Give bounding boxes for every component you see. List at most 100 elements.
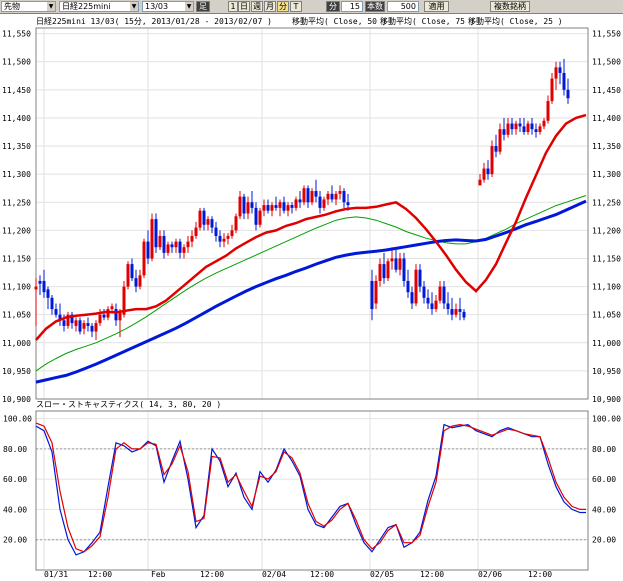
candle-body xyxy=(410,292,414,304)
y-tick-label-left: 11,050 xyxy=(2,311,31,320)
candle-body xyxy=(370,280,374,310)
y-tick-label-right: 11,550 xyxy=(592,30,621,39)
candle-body xyxy=(74,320,78,326)
stoch-y-tick-label-right: 80.00 xyxy=(592,445,616,454)
candle-body xyxy=(482,168,486,180)
candle-body xyxy=(542,120,546,127)
candle-body xyxy=(34,286,38,290)
y-tick-label-right: 10,950 xyxy=(592,367,621,376)
candle-body xyxy=(234,216,238,231)
candle-body xyxy=(262,205,266,211)
candle-body xyxy=(190,235,194,242)
candle-body xyxy=(554,67,558,79)
y-tick-label-left: 11,300 xyxy=(2,170,31,179)
candle-body xyxy=(78,320,82,332)
candle-body xyxy=(490,146,494,175)
candle-body xyxy=(50,297,54,310)
stochastic-title: スロー・ストキャスティクス( 14, 3, 80, 20 ) xyxy=(36,400,221,409)
moving-average-line xyxy=(35,195,587,372)
candle-body xyxy=(142,241,146,276)
stoch-y-tick-label-right: 60.00 xyxy=(592,475,616,484)
candle-body xyxy=(562,72,566,90)
candle-body xyxy=(498,129,502,152)
candle-body xyxy=(170,244,174,248)
candle-body xyxy=(434,300,438,310)
candle-body xyxy=(558,67,562,73)
candle-body xyxy=(274,205,278,208)
candle-body xyxy=(38,280,42,284)
candle-body xyxy=(266,205,270,211)
y-tick-label-left: 11,400 xyxy=(2,114,31,123)
candle-body xyxy=(150,219,154,259)
candle-body xyxy=(290,205,294,208)
candle-body xyxy=(86,323,90,326)
candle-body xyxy=(422,286,426,298)
candle-body xyxy=(158,235,162,248)
chart-area: 日経225mini 13/03( 15分, 2013/01/28 - 2013/… xyxy=(0,14,623,581)
candle-body xyxy=(446,303,450,310)
market-select[interactable]: 先物 ▼ xyxy=(1,1,56,12)
tab-tick[interactable]: T xyxy=(290,1,302,12)
y-tick-label-right: 11,350 xyxy=(592,142,621,151)
legend-ma50: 移動平均( Close, 50 ) xyxy=(292,16,387,26)
y-tick-label-right: 11,000 xyxy=(592,339,621,348)
candle-body xyxy=(146,241,150,259)
candle-body xyxy=(114,309,118,321)
tab-1[interactable]: 1 xyxy=(228,1,238,12)
candle-body xyxy=(98,314,102,324)
candle-body xyxy=(218,235,222,242)
candle-body xyxy=(194,227,198,236)
candle-body xyxy=(250,202,254,208)
tab-day[interactable]: 日 xyxy=(238,1,250,12)
apply-button[interactable]: 適用 xyxy=(424,1,449,12)
candle-body xyxy=(270,205,274,211)
candle-body xyxy=(138,275,142,287)
tab-week[interactable]: 週 xyxy=(251,1,263,12)
y-tick-label-right: 11,150 xyxy=(592,254,621,263)
ashi-label: 足 xyxy=(196,1,210,12)
minute-label: 分 xyxy=(326,1,340,12)
candle-body xyxy=(90,325,94,332)
x-tick-label: 12:00 xyxy=(420,570,444,579)
candle-body xyxy=(294,199,298,208)
contract-select-value: 13/03 xyxy=(145,2,169,11)
x-tick-label: 02/05 xyxy=(370,570,394,579)
candle-body xyxy=(550,78,554,102)
tab-minute[interactable]: 分 xyxy=(277,1,289,12)
candle-body xyxy=(454,309,458,315)
candle-body xyxy=(430,303,434,310)
candle-body xyxy=(226,235,230,239)
candle-body xyxy=(514,123,518,130)
bars-input[interactable]: 500 xyxy=(387,1,419,12)
product-select[interactable]: 日経225mini ▼ xyxy=(59,1,139,12)
compare-button[interactable]: 複数銘柄 xyxy=(490,1,530,12)
chevron-down-icon: ▼ xyxy=(130,2,138,11)
candle-body xyxy=(418,269,422,287)
candle-body xyxy=(494,146,498,152)
candle-body xyxy=(70,314,74,324)
interval-input[interactable]: 15 xyxy=(341,1,363,12)
candle-body xyxy=(66,314,70,326)
x-tick-label: Feb xyxy=(151,570,166,579)
candle-body xyxy=(186,241,190,248)
candle-body xyxy=(462,311,466,318)
candle-body xyxy=(402,258,406,281)
tab-month[interactable]: 月 xyxy=(264,1,276,12)
toolbar: 先物 ▼ 日経225mini ▼ 13/03 ▼ 足 1 日 週 月 分 T 分 15… xyxy=(0,0,623,14)
y-tick-label-right: 10,900 xyxy=(592,395,621,404)
bars-label: 本数 xyxy=(365,1,385,12)
x-tick-label: 12:00 xyxy=(528,570,552,579)
candle-body xyxy=(394,258,398,270)
candle-body xyxy=(322,199,326,208)
contract-select[interactable]: 13/03 ▼ xyxy=(142,1,194,12)
y-tick-label-right: 11,050 xyxy=(592,311,621,320)
candle-body xyxy=(222,238,226,242)
candle-body xyxy=(338,191,342,194)
stoch-y-tick-label-left: 80.00 xyxy=(3,445,27,454)
x-tick-label: 12:00 xyxy=(88,570,112,579)
y-tick-label-left: 11,500 xyxy=(2,58,31,67)
candle-body xyxy=(538,126,542,132)
candle-body xyxy=(166,244,170,253)
candle-body xyxy=(94,323,98,332)
candle-body xyxy=(566,89,570,99)
